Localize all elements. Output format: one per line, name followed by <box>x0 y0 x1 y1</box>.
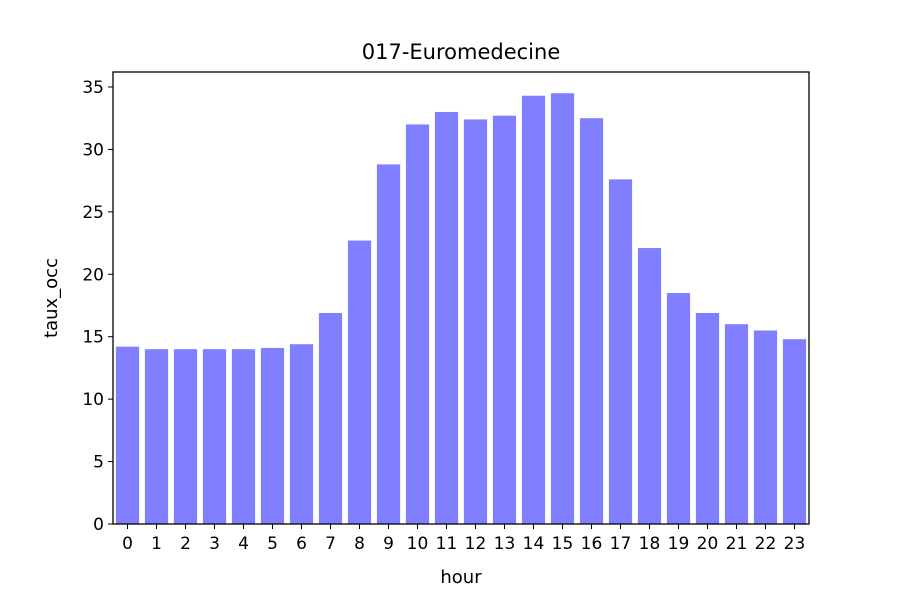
x-tick-label: 4 <box>238 534 249 554</box>
x-tick-label: 1 <box>151 534 162 554</box>
bar-hour-4 <box>231 349 256 524</box>
y-tick-label: 10 <box>82 390 104 410</box>
x-tick-label: 6 <box>296 534 307 554</box>
bar-hour-23 <box>782 339 807 524</box>
bar-hour-9 <box>376 164 401 524</box>
bar-hour-7 <box>318 312 343 524</box>
bar-hour-21 <box>724 324 749 524</box>
bar-hour-14 <box>521 95 546 524</box>
bar-hour-11 <box>434 111 459 525</box>
bar-hour-16 <box>579 118 604 524</box>
bar-hour-8 <box>347 240 372 524</box>
chart-title: 017-Euromedecine <box>362 40 561 64</box>
y-tick-label: 30 <box>82 140 104 160</box>
x-tick-label: 12 <box>465 534 487 554</box>
x-tick-label: 22 <box>755 534 777 554</box>
x-tick-label: 20 <box>697 534 719 554</box>
x-tick-label: 10 <box>407 534 429 554</box>
bars-group <box>115 93 807 525</box>
bar-hour-17 <box>608 179 633 524</box>
bar-hour-1 <box>144 349 169 524</box>
x-tick-label: 7 <box>325 534 336 554</box>
y-axis-ticks: 0 5 10 15 20 25 30 35 <box>82 78 113 535</box>
y-tick-label: 35 <box>82 78 104 98</box>
bar-hour-13 <box>492 115 517 524</box>
y-tick-label: 5 <box>93 453 104 473</box>
bar-hour-15 <box>550 93 575 524</box>
bar-hour-18 <box>637 248 662 524</box>
x-tick-label: 21 <box>726 534 748 554</box>
x-tick-label: 23 <box>784 534 806 554</box>
x-tick-label: 16 <box>581 534 603 554</box>
bar-hour-10 <box>405 124 430 524</box>
x-tick-label: 19 <box>668 534 690 554</box>
bar-hour-19 <box>666 293 691 524</box>
x-tick-label: 11 <box>436 534 458 554</box>
x-axis-label: hour <box>440 567 482 588</box>
x-tick-label: 14 <box>523 534 545 554</box>
bar-hour-5 <box>260 347 285 524</box>
y-tick-label: 25 <box>82 203 104 223</box>
bar-hour-6 <box>289 344 314 524</box>
plot-frame <box>112 71 810 525</box>
bar-hour-20 <box>695 312 720 524</box>
bar-hour-2 <box>173 349 198 524</box>
y-tick-label: 20 <box>82 265 104 285</box>
x-tick-label: 5 <box>267 534 278 554</box>
x-tick-label: 13 <box>494 534 516 554</box>
x-tick-label: 8 <box>354 534 365 554</box>
x-tick-label: 3 <box>209 534 220 554</box>
bar-hour-12 <box>463 119 488 524</box>
x-tick-label: 2 <box>180 534 191 554</box>
bar-hour-0 <box>115 346 140 524</box>
y-tick-label: 15 <box>82 328 104 348</box>
y-axis-label: taux_occ <box>41 258 62 338</box>
bar-hour-22 <box>753 330 778 524</box>
x-tick-label: 18 <box>639 534 661 554</box>
x-axis-ticks: 0 1 2 3 4 5 6 7 8 9 10 11 12 13 14 15 16 17 18 19 20 21 22 23 <box>122 524 805 554</box>
bar-hour-3 <box>202 349 227 524</box>
x-tick-label: 9 <box>383 534 394 554</box>
x-tick-label: 15 <box>552 534 574 554</box>
x-tick-label: 0 <box>122 534 133 554</box>
x-tick-label: 17 <box>610 534 632 554</box>
y-tick-label: 0 <box>93 515 104 535</box>
